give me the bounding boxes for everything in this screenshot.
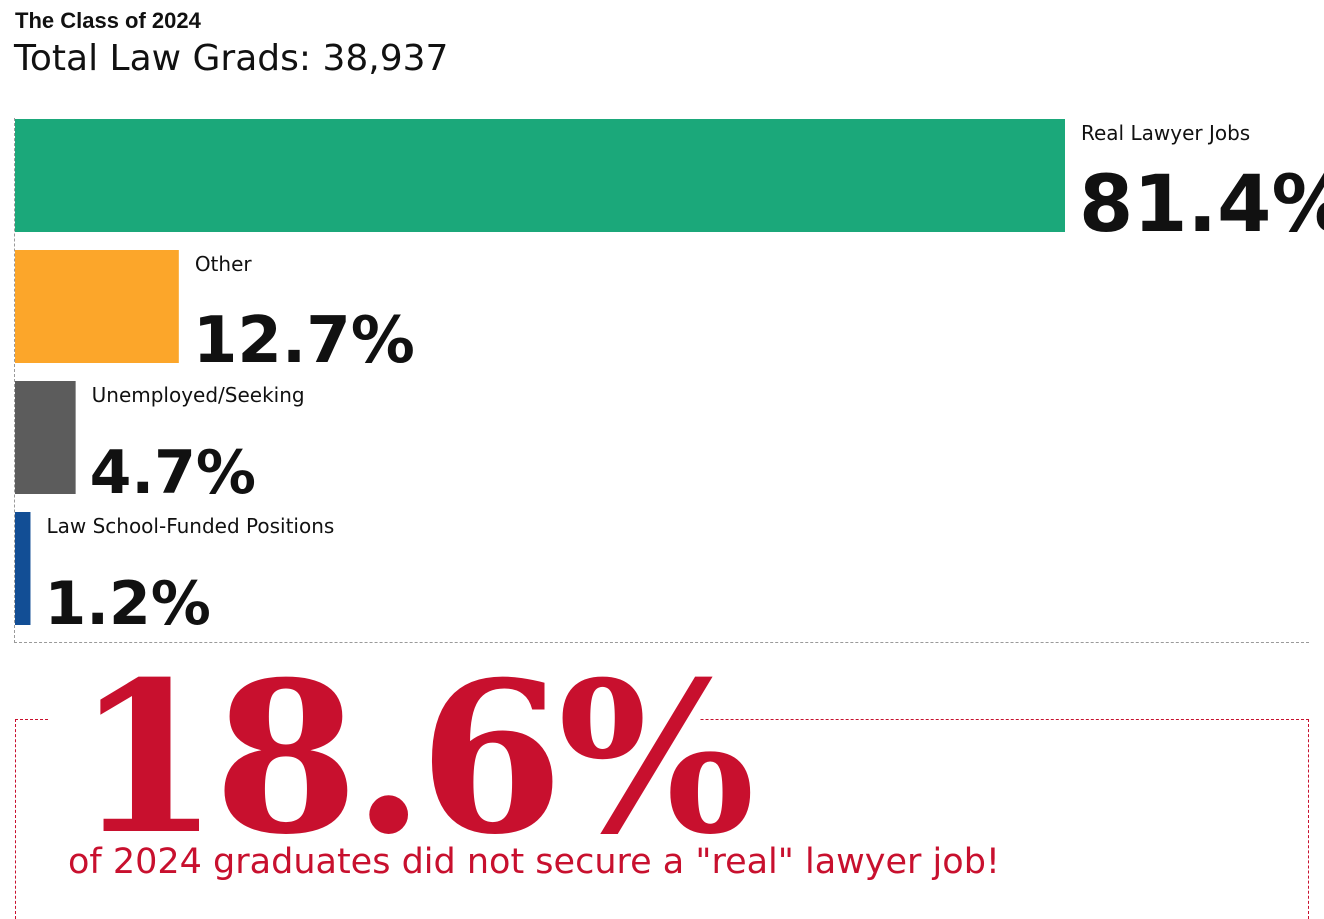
- callout-frame-gap: [50, 712, 700, 728]
- chart-frame: [14, 118, 1309, 643]
- bar-1: [15, 250, 179, 363]
- callout-percentage: 18.6%: [75, 637, 755, 881]
- bar-value-label-3: 1.2%: [44, 569, 210, 639]
- chart-title: Total Law Grads: 38,937: [14, 38, 449, 79]
- bar-label-1: Other: [195, 252, 253, 276]
- bar-0: [15, 119, 1065, 232]
- bar-value-label-2: 4.7%: [90, 438, 256, 508]
- chart-subtitle: The Class of 2024: [15, 8, 201, 33]
- bar-chart: Real Lawyer Jobs 81.4% Other 12.7% Unemploye…: [15, 119, 1324, 639]
- bar-label-2: Unemployed/Seeking: [92, 383, 305, 407]
- bar-label-0: Real Lawyer Jobs: [1081, 121, 1250, 145]
- bar-label-3: Law School-Funded Positions: [46, 514, 334, 538]
- callout-message: of 2024 graduates did not secure a "real…: [68, 842, 1000, 882]
- bar-value-label-1: 12.7%: [193, 304, 415, 378]
- bar-3: [15, 512, 31, 625]
- bar-2: [15, 381, 76, 494]
- bar-value-label-0: 81.4%: [1079, 160, 1324, 250]
